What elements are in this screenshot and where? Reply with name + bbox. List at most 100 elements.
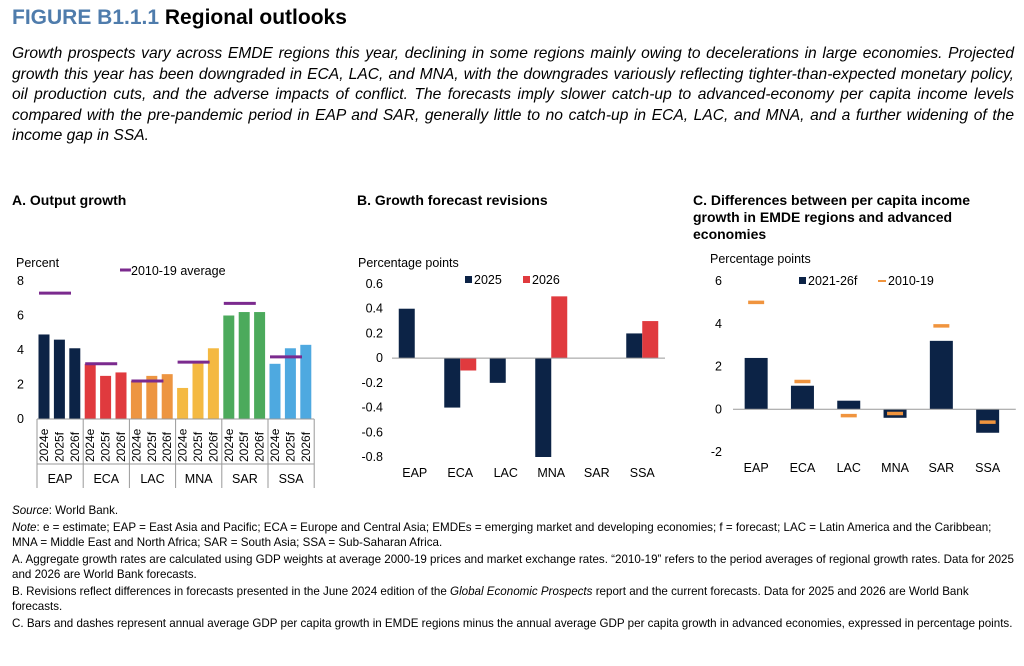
note-label: Note <box>12 521 37 534</box>
panel-a-ytick: 4 <box>17 343 24 357</box>
panel-a-bar <box>223 315 235 419</box>
panel-a-xtick: 2024e <box>268 428 282 462</box>
panel-c-xtick: SAR <box>928 461 954 475</box>
panel-c-xtick: MNA <box>881 461 909 475</box>
figure-notes: Source: World Bank. Note: e = estimate; … <box>12 503 1017 633</box>
panel-a-bar <box>130 381 142 419</box>
panel-a-bar <box>53 339 65 419</box>
panel-c-xtick: EAP <box>744 461 769 475</box>
panel-c-xtick: LAC <box>837 461 861 475</box>
source-note: Source: World Bank. <box>12 503 1017 518</box>
panel-b-xtick: ECA <box>447 466 473 480</box>
panel-a-xtick: 2026f <box>206 431 220 462</box>
panel-c-legend-swatch-bar <box>799 277 806 284</box>
panel-b-xtick: LAC <box>494 466 518 480</box>
panel-a-xtick: 2025f <box>52 431 66 462</box>
panel-a-xtick: 2025f <box>283 431 297 462</box>
figure-lead: Growth prospects vary across EMDE region… <box>12 45 1014 145</box>
panel-c-ytick: 6 <box>715 274 722 288</box>
panel-b-xtick: SSA <box>630 466 656 480</box>
panel-c-bar <box>744 357 768 410</box>
panel-b-xtick: SAR <box>584 466 610 480</box>
panel-a-xtick: 2025f <box>237 431 251 462</box>
figure-number: FIGURE B1.1.1 <box>12 6 160 29</box>
panel-c-bar <box>790 385 814 410</box>
panel-a-bar <box>207 348 219 419</box>
panel-a-ytick: 8 <box>17 274 24 288</box>
panel-b-xtick: MNA <box>537 466 565 480</box>
source-text: : World Bank. <box>48 504 119 517</box>
panel-a-bar <box>38 334 50 419</box>
panel-a-ylabel: Percent <box>16 256 60 270</box>
panel-b-legend-swatch-2026 <box>523 276 530 283</box>
panel-b-xtick: EAP <box>402 466 427 480</box>
note-text: : e = estimate; EAP = East Asia and Paci… <box>12 521 992 549</box>
panel-a-group-label: LAC <box>140 472 164 486</box>
panel-c-ytick: 4 <box>715 317 722 331</box>
panel-a-bar <box>161 374 173 419</box>
panel-c-legend-label-bar: 2021-26f <box>808 274 858 288</box>
panel-a-ytick: 6 <box>17 309 24 323</box>
panel-b-bar-2025 <box>489 358 506 383</box>
panel-c-ylabel: Percentage points <box>710 252 811 266</box>
note-c: C. Bars and dashes represent annual aver… <box>12 617 1013 630</box>
panel-a-bar <box>300 344 312 419</box>
panel-b-ytick: 0 <box>376 351 383 365</box>
panel-a-xtick: 2026f <box>253 431 267 462</box>
panel-a-bar <box>238 312 250 419</box>
panel-a-xtick: 2024e <box>37 428 51 462</box>
panel-a-xtick: 2025f <box>191 431 205 462</box>
panel-b-ytick: -0.4 <box>361 401 383 415</box>
panel-b-ylabel: Percentage points <box>358 256 459 270</box>
panel-b-bar-2025 <box>535 358 552 457</box>
panel-a-group-label: ECA <box>93 472 119 486</box>
panel-a-bar <box>84 363 96 419</box>
panel-b-bar-2025 <box>398 308 415 359</box>
panel-b-bar-2026 <box>460 358 477 371</box>
panel-a-xtick: 2026f <box>299 431 313 462</box>
panel-b-legend-swatch-2025 <box>465 276 472 283</box>
panel-a-bar <box>69 348 81 419</box>
panel-a-xtick: 2024e <box>83 428 97 462</box>
panel-a-bar <box>115 372 127 419</box>
panel-c-ytick: -2 <box>711 445 722 459</box>
panel-b-legend-label-2025: 2025 <box>474 273 502 287</box>
panel-a-group-label: SAR <box>232 472 258 486</box>
panel-a-bar <box>254 312 266 419</box>
panel-b-title: B. Growth forecast revisions <box>357 192 548 208</box>
panel-a-xtick: 2024e <box>129 428 143 462</box>
note-b-italic: Global Economic Prospects <box>450 585 593 598</box>
panel-a-group-label: EAP <box>48 472 73 486</box>
panel-a-ytick: 0 <box>17 412 24 426</box>
panel-c-ytick: 2 <box>715 360 722 374</box>
note-b: B. Revisions reflect differences in fore… <box>12 584 1017 614</box>
panel-a-group-label: MNA <box>185 472 213 486</box>
panel-c-title: C. Differences between per capita income… <box>693 192 970 242</box>
panel-a-bar <box>146 375 158 419</box>
panel-b-bar-2025 <box>444 358 461 408</box>
panel-a-xtick: 2025f <box>99 431 113 462</box>
panel-a-xtick: 2026f <box>160 431 174 462</box>
panel-a-legend-label: 2010-19 average <box>131 264 226 278</box>
panel-a-bar <box>269 363 281 419</box>
panel-a-xtick: 2024e <box>176 428 190 462</box>
panel-b-ytick: -0.6 <box>361 425 383 439</box>
panel-b-bar-2025 <box>626 333 643 359</box>
panel-b-ytick: 0.2 <box>366 326 383 340</box>
figure-title: FIGURE B1.1.1 Regional outlooks <box>12 6 347 30</box>
panel-a-bar <box>177 387 189 419</box>
panel-a-bar <box>284 348 296 419</box>
panel-c-ytick: 0 <box>715 402 722 416</box>
panel-c-xtick: ECA <box>790 461 816 475</box>
source-label: Source <box>12 504 49 517</box>
panel-c-bar <box>929 340 953 410</box>
panel-b-bar-2026 <box>551 296 568 359</box>
panel-c-xtick: SSA <box>975 461 1001 475</box>
panel-a-bar <box>192 362 204 419</box>
panel-b-legend-label-2026: 2026 <box>532 273 560 287</box>
note-b-post: report and the current forecasts. Data f… <box>12 585 969 613</box>
abbrev-note: Note: e = estimate; EAP = East Asia and … <box>12 520 1017 550</box>
panel-a-title: A. Output growth <box>12 192 127 208</box>
note-b-pre: B. Revisions reflect differences in fore… <box>12 585 451 598</box>
panel-a-xtick: 2024e <box>222 428 236 462</box>
